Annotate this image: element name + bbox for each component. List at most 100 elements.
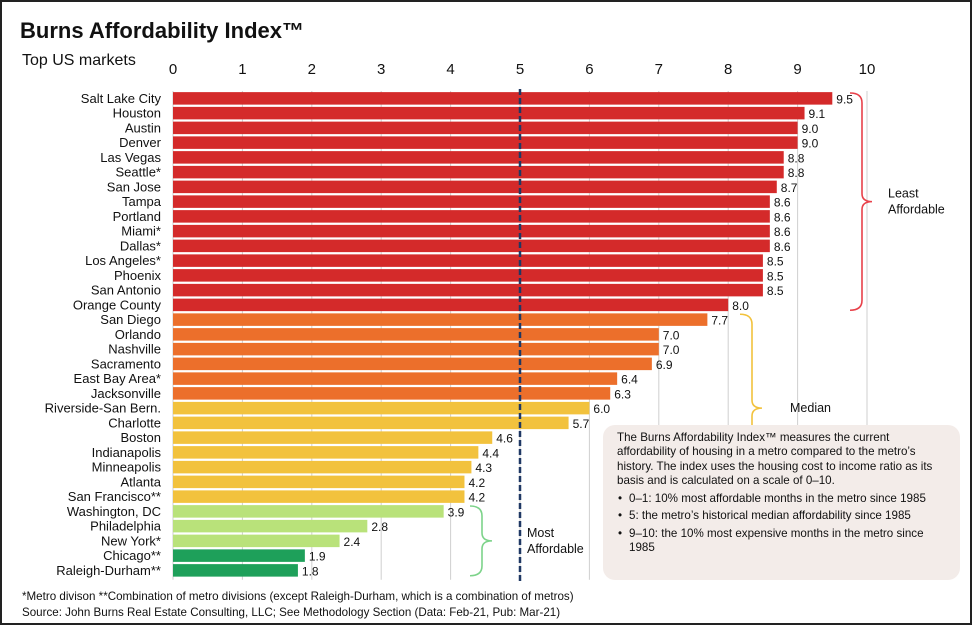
value-label: 8.6 (774, 225, 791, 239)
value-label: 4.2 (468, 491, 485, 505)
value-label: 2.8 (371, 520, 388, 534)
x-tick-label: 3 (377, 61, 385, 78)
value-label: 1.9 (309, 550, 326, 564)
x-tick-label: 7 (655, 61, 663, 78)
group-label: Most (527, 526, 555, 540)
x-tick-label: 5 (516, 61, 524, 78)
category-label: Orlando (115, 327, 161, 342)
value-label: 7.7 (711, 314, 728, 328)
value-label: 6.9 (656, 358, 673, 372)
category-label: Tampa (122, 194, 162, 209)
footnote: *Metro divison **Combination of metro di… (22, 590, 574, 603)
bar (173, 431, 493, 444)
value-label: 6.4 (621, 373, 638, 387)
group-label: Median (790, 401, 831, 415)
category-label: San Diego (100, 312, 161, 327)
value-label: 9.0 (802, 137, 819, 151)
value-label: 9.1 (809, 107, 826, 121)
value-label: 8.0 (732, 299, 749, 313)
value-label: 7.0 (663, 328, 680, 342)
category-label: Denver (119, 135, 162, 150)
value-label: 8.6 (774, 196, 791, 210)
category-label: Atlanta (121, 474, 162, 489)
bar (173, 151, 784, 164)
value-label: 8.7 (781, 181, 798, 195)
category-label: Chicago** (103, 548, 161, 563)
explanation-bullet: 9–10: the 10% most expensive months in t… (618, 527, 950, 556)
bar (173, 401, 590, 415)
bar (173, 92, 833, 105)
bar (173, 239, 770, 253)
value-label: 9.5 (836, 92, 853, 106)
category-label: San Antonio (91, 283, 161, 298)
explanation-bullet: 5: the metro’s historical median afforda… (618, 509, 950, 524)
category-label: Portland (113, 209, 161, 224)
bar (173, 121, 798, 135)
bar (173, 254, 763, 267)
category-label: Houston (113, 106, 161, 121)
category-label: East Bay Area* (74, 371, 161, 386)
bar (173, 357, 652, 371)
bar (173, 372, 618, 385)
category-label: Washington, DC (67, 504, 161, 519)
bar (173, 460, 472, 474)
value-label: 7.0 (663, 343, 680, 357)
category-label: Las Vegas (100, 150, 161, 165)
chart-title: Burns Affordability Index™ (20, 18, 304, 43)
bar (173, 106, 805, 120)
bar (173, 269, 763, 282)
value-label: 2.4 (344, 535, 361, 549)
x-tick-label: 4 (446, 61, 454, 78)
x-tick-label: 6 (585, 61, 593, 78)
value-label: 8.5 (767, 269, 784, 283)
group-bracket (469, 505, 493, 577)
value-label: 8.8 (788, 166, 805, 180)
x-tick-label: 10 (859, 61, 876, 78)
value-label: 8.6 (774, 240, 791, 254)
bar (173, 313, 708, 326)
value-label: 9.0 (802, 122, 819, 136)
value-label: 6.3 (614, 387, 631, 401)
category-label: Austin (125, 120, 161, 135)
category-label: Raleigh-Durham** (56, 563, 161, 578)
bar (173, 446, 479, 459)
bar (173, 505, 444, 518)
bar (173, 224, 770, 238)
x-tick-label: 2 (308, 61, 316, 78)
category-label: Philadelphia (90, 519, 162, 534)
bar (173, 180, 777, 194)
category-label: San Jose (107, 179, 161, 194)
category-label: Minneapolis (92, 460, 162, 475)
category-label: Boston (121, 430, 161, 445)
index-explanation-box: The Burns Affordability Index™ measures … (603, 425, 960, 580)
bar (173, 210, 770, 223)
x-tick-label: 8 (724, 61, 732, 78)
bar (173, 328, 659, 341)
group-label: Affordable (888, 203, 945, 217)
category-label: Sacramento (91, 356, 161, 371)
value-label: 4.3 (475, 461, 492, 475)
bar (173, 387, 611, 400)
bar (173, 298, 729, 312)
bar (173, 283, 763, 297)
explanation-list: 0–1: 10% most affordable months in the m… (617, 492, 950, 555)
value-label: 1.8 (302, 564, 319, 578)
category-label: Charlotte (108, 415, 161, 430)
bar (173, 490, 465, 503)
x-tick-label: 9 (793, 61, 801, 78)
category-label: Indianapolis (92, 445, 162, 460)
group-bracket (849, 92, 873, 312)
group-label: Least (888, 187, 919, 201)
explanation-bullet: 0–1: 10% most affordable months in the m… (618, 492, 950, 507)
value-label: 8.5 (767, 255, 784, 269)
bar (173, 475, 465, 489)
category-label: Miami* (121, 224, 161, 239)
bar (173, 136, 798, 149)
chart-subtitle: Top US markets (22, 52, 136, 69)
category-label: Nashville (108, 342, 161, 357)
explanation-intro: The Burns Affordability Index™ measures … (617, 431, 933, 487)
bar (173, 549, 305, 562)
category-label: New York* (101, 533, 161, 548)
bar (173, 416, 569, 430)
